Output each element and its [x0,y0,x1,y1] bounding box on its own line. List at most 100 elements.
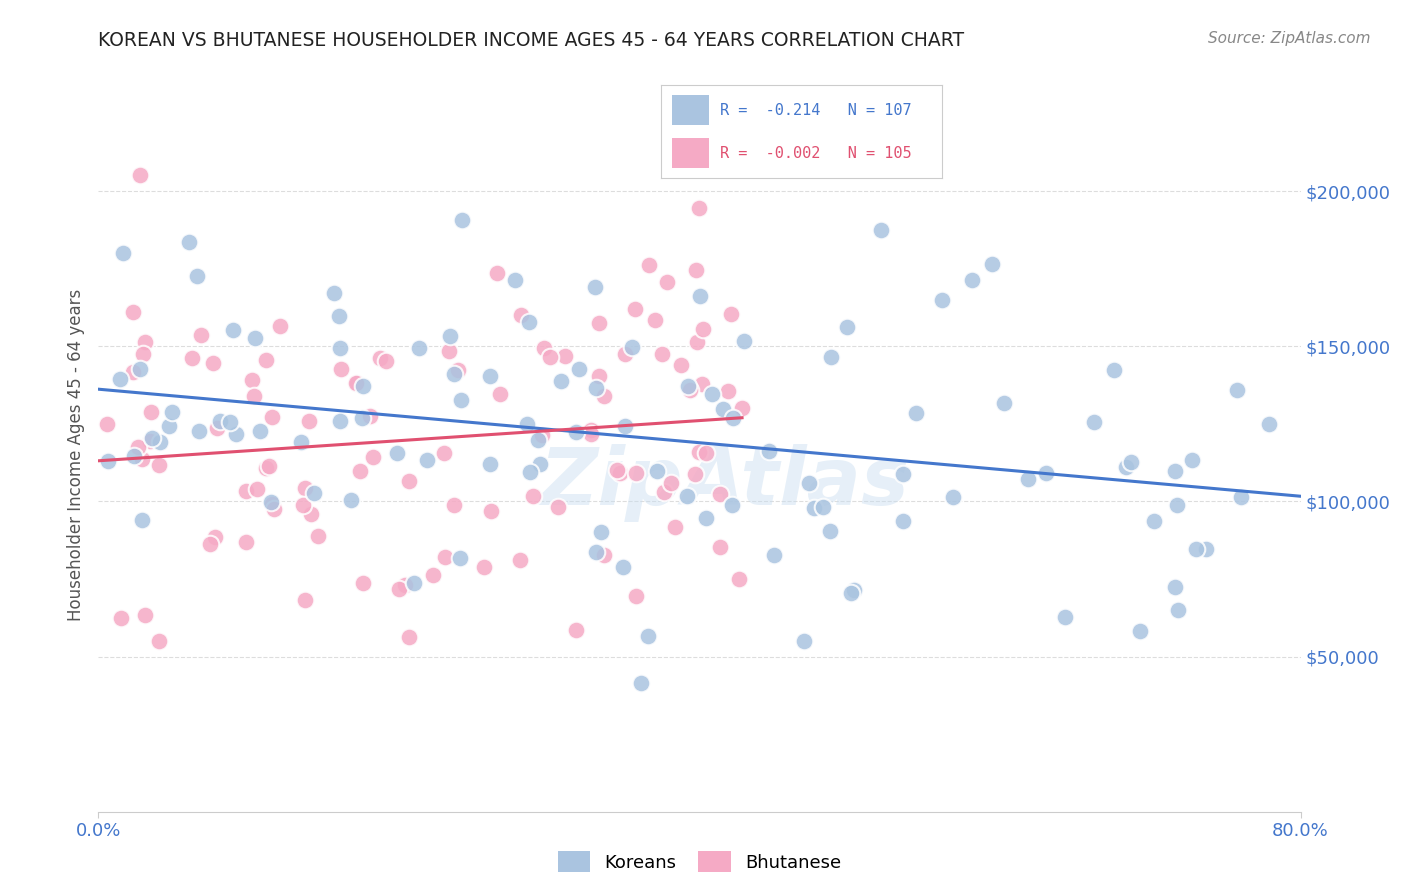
Point [657,275,679,289]
Point [530,427,553,442]
Legend: Koreans, Bhutanese: Koreans, Bhutanese [548,842,851,881]
Point [207,421,229,435]
Point [141,405,163,419]
Point [686,334,709,349]
Point [721,411,744,425]
Point [1121,454,1143,468]
Point [1166,498,1188,512]
Point [942,490,965,504]
Point [235,534,257,549]
Point [554,349,576,363]
Point [612,559,634,574]
Point [568,361,591,376]
Point [257,458,280,473]
Point [219,415,242,429]
Point [1017,472,1039,486]
Point [249,424,271,438]
Point [243,389,266,403]
Text: Source: ZipAtlas.com: Source: ZipAtlas.com [1208,31,1371,46]
Point [415,453,437,467]
Point [1083,415,1105,429]
Point [148,458,170,472]
Point [443,498,465,512]
Point [243,331,266,345]
Point [149,435,172,450]
Point [516,417,538,431]
Point [262,498,284,512]
Point [472,559,495,574]
Point [450,393,472,408]
Point [676,489,699,503]
Point [688,445,710,459]
Point [361,450,384,465]
Point [547,500,569,514]
Point [839,586,862,600]
Point [451,212,474,227]
Point [820,350,842,364]
Point [685,262,707,277]
Point [517,315,540,329]
Point [398,474,420,488]
Point [1054,609,1077,624]
Bar [672,95,709,125]
Point [352,576,374,591]
Point [340,493,363,508]
Point [588,316,610,330]
Point [222,323,245,337]
Point [307,529,329,543]
Point [519,466,541,480]
Point [717,384,740,399]
Point [837,319,859,334]
Point [131,513,153,527]
Point [1115,459,1137,474]
Point [711,402,734,417]
Point [294,481,316,495]
Point [1195,541,1218,556]
Point [593,549,616,563]
Point [108,372,131,386]
Point [688,201,710,215]
Text: KOREAN VS BHUTANESE HOUSEHOLDER INCOME AGES 45 - 64 YEARS CORRELATION CHART: KOREAN VS BHUTANESE HOUSEHOLDER INCOME A… [98,31,965,50]
Point [204,530,226,544]
Point [447,363,470,377]
Point [350,411,373,425]
Point [157,418,180,433]
Point [329,414,352,428]
Point [550,374,572,388]
Point [527,433,550,447]
Point [387,582,409,596]
Point [141,432,163,446]
Point [1230,490,1253,504]
Point [1164,465,1187,479]
Point [538,350,561,364]
Point [651,347,673,361]
Text: R =  -0.002   N = 105: R = -0.002 N = 105 [720,145,911,161]
Point [579,426,602,441]
Point [659,475,682,490]
Point [630,675,652,690]
Point [637,628,659,642]
Point [644,312,666,326]
Point [131,451,153,466]
Point [891,514,914,528]
Point [346,376,368,390]
Point [437,344,460,359]
Point [408,341,430,355]
Point [522,489,544,503]
Point [160,405,183,419]
Point [394,578,416,592]
Point [614,418,637,433]
Point [564,425,586,440]
Point [647,464,669,478]
Point [489,387,512,401]
Point [402,575,425,590]
Point [503,273,526,287]
Point [242,373,264,387]
Point [931,293,953,307]
Point [793,633,815,648]
Y-axis label: Householder Income Ages 45 - 64 years: Householder Income Ages 45 - 64 years [66,289,84,621]
Point [811,500,834,514]
Point [290,435,312,450]
Point [134,334,156,349]
Point [624,589,647,603]
